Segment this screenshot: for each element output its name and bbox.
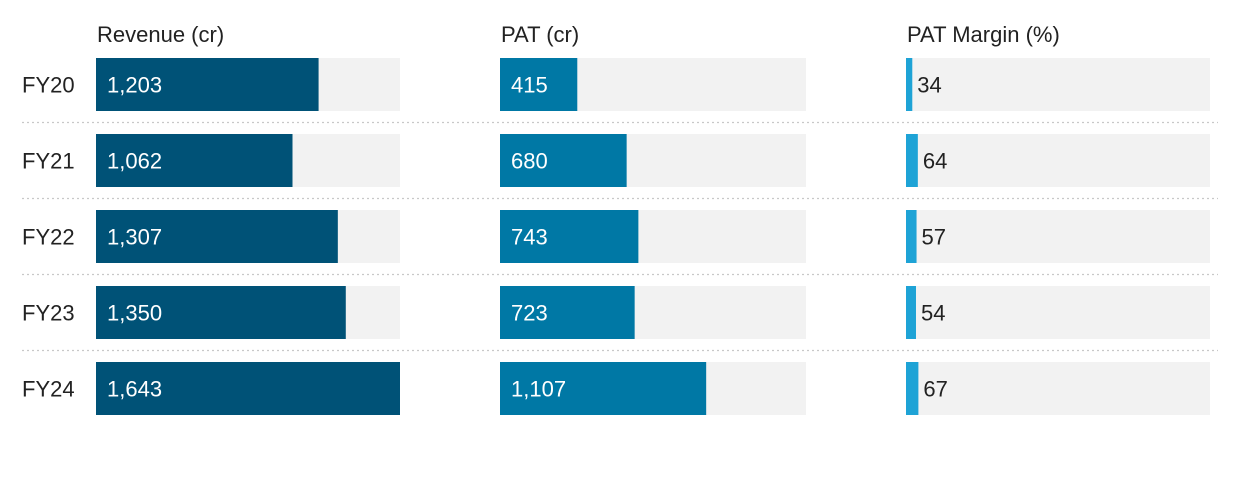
column-title: PAT (cr) (501, 22, 579, 47)
value-label: 57 (922, 225, 946, 250)
bar (906, 210, 917, 263)
value-label: 415 (511, 73, 548, 98)
value-label: 34 (917, 73, 941, 98)
bar-track (906, 286, 1210, 339)
value-label: 680 (511, 149, 548, 174)
bar (96, 286, 346, 339)
bar (96, 210, 338, 263)
bar (96, 134, 293, 187)
bar (96, 58, 319, 111)
column-title: Revenue (cr) (97, 22, 224, 47)
value-label: 743 (511, 225, 548, 250)
bar (500, 362, 707, 415)
bar-track (906, 58, 1210, 111)
bar (500, 134, 627, 187)
row-label: FY23 (22, 301, 75, 326)
value-label: 1,062 (107, 149, 162, 174)
row-label: FY20 (22, 73, 75, 98)
bar-track (906, 210, 1210, 263)
row-label: FY24 (22, 377, 75, 402)
value-label: 723 (511, 301, 548, 326)
bar (906, 362, 919, 415)
value-label: 54 (921, 301, 945, 326)
value-label: 1,203 (107, 73, 162, 98)
bar (906, 58, 913, 111)
row-label: FY21 (22, 149, 75, 174)
value-label: 1,107 (511, 377, 566, 402)
value-label: 64 (923, 149, 947, 174)
bar-track (906, 134, 1210, 187)
bar-track (906, 362, 1210, 415)
bar (96, 362, 400, 415)
value-label: 1,643 (107, 377, 162, 402)
value-label: 67 (923, 377, 947, 402)
column-title: PAT Margin (%) (907, 22, 1060, 47)
value-label: 1,350 (107, 301, 162, 326)
row-label: FY22 (22, 225, 75, 250)
bar (500, 286, 635, 339)
bar (906, 286, 916, 339)
bar (500, 210, 639, 263)
bar (500, 58, 578, 111)
value-label: 1,307 (107, 225, 162, 250)
bar (906, 134, 918, 187)
